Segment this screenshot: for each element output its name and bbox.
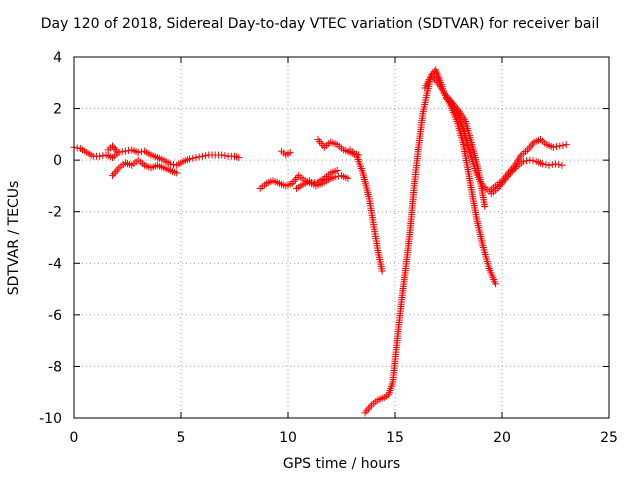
axis-tick-labels: 0 5 10 15 20 25 -10 -8 -6 -4 -2 0 2 4: [39, 50, 618, 446]
data-point: [545, 161, 553, 169]
series-s6: [278, 147, 294, 159]
data-point-interp: [202, 152, 210, 160]
data-point: [331, 173, 339, 181]
x-tick-label: 15: [386, 430, 404, 446]
data-point-interp: [189, 154, 197, 162]
data-point-interp: [553, 143, 561, 151]
y-tick-label: 4: [53, 50, 62, 66]
y-tick-label: 2: [53, 102, 62, 118]
data-point-interp: [195, 153, 203, 161]
data-point: [218, 151, 226, 159]
grid: [74, 57, 609, 418]
data-point: [556, 142, 564, 150]
data-point: [134, 148, 142, 156]
chart-title: Day 120 of 2018, Sidereal Day-to-day VTE…: [40, 16, 600, 32]
x-tick-label: 10: [279, 430, 297, 446]
data-point: [109, 142, 117, 150]
data-point: [344, 174, 352, 182]
series-s5: [293, 172, 352, 193]
data-point: [526, 156, 534, 164]
y-tick-label: -10: [39, 411, 62, 427]
data-point: [198, 152, 206, 160]
data-point: [552, 160, 559, 168]
data-point: [539, 160, 547, 168]
series-s12: [346, 146, 363, 159]
data-point: [507, 169, 515, 177]
data-point: [355, 151, 363, 159]
data-point: [96, 152, 104, 160]
data-point-interp: [137, 148, 145, 156]
data-point-interp: [118, 148, 126, 156]
y-tick-label: -4: [48, 256, 62, 272]
data-point: [549, 143, 557, 151]
data-point-interp: [170, 161, 178, 169]
data-point: [121, 147, 129, 155]
data-point: [186, 155, 194, 163]
data-point: [113, 147, 121, 155]
data-point-interp: [542, 161, 550, 169]
data-point-interp: [510, 166, 518, 174]
data-point-interp: [73, 144, 81, 152]
x-axis-label: GPS time / hours: [282, 456, 401, 472]
y-tick-label: -8: [48, 359, 62, 375]
series-s8: [361, 66, 570, 417]
plot-frame: [73, 56, 610, 419]
series-s7: [314, 136, 386, 275]
y-axis-label: SDTVAR / TECUs: [6, 180, 22, 296]
data-point: [378, 267, 386, 275]
data-point-interp: [548, 161, 556, 169]
data-points: [70, 66, 570, 417]
data-point: [481, 203, 489, 211]
data-point: [558, 161, 566, 169]
x-tick-label: 20: [493, 430, 511, 446]
series-s3: [104, 142, 121, 155]
data-point-interp: [110, 144, 118, 152]
x-tick-label: 0: [70, 430, 79, 446]
data-point: [562, 141, 570, 149]
data-point-interp: [111, 145, 119, 153]
data-point-interp: [508, 167, 516, 175]
series-s11: [487, 156, 566, 198]
data-point-interp: [523, 157, 531, 165]
data-point-interp: [555, 161, 563, 169]
x-tick-label: 25: [600, 430, 618, 446]
series-s2: [109, 156, 181, 180]
data-point-interp: [511, 164, 519, 172]
y-tick-label: -2: [48, 205, 62, 221]
data-point: [166, 160, 174, 168]
series-s10: [442, 94, 489, 211]
data-point: [235, 154, 243, 162]
data-point: [192, 154, 200, 162]
data-point: [173, 169, 181, 177]
data-point: [519, 157, 527, 165]
y-tick-label: -6: [48, 308, 62, 324]
data-point-interp: [221, 152, 229, 160]
data-point-interp: [559, 141, 567, 149]
data-point: [492, 280, 500, 288]
series-s1: [70, 143, 243, 169]
data-point: [333, 166, 341, 174]
data-point: [286, 148, 294, 156]
data-point-interp: [529, 157, 537, 165]
y-tick-label: 0: [53, 153, 62, 169]
x-tick-label: 5: [177, 430, 186, 446]
